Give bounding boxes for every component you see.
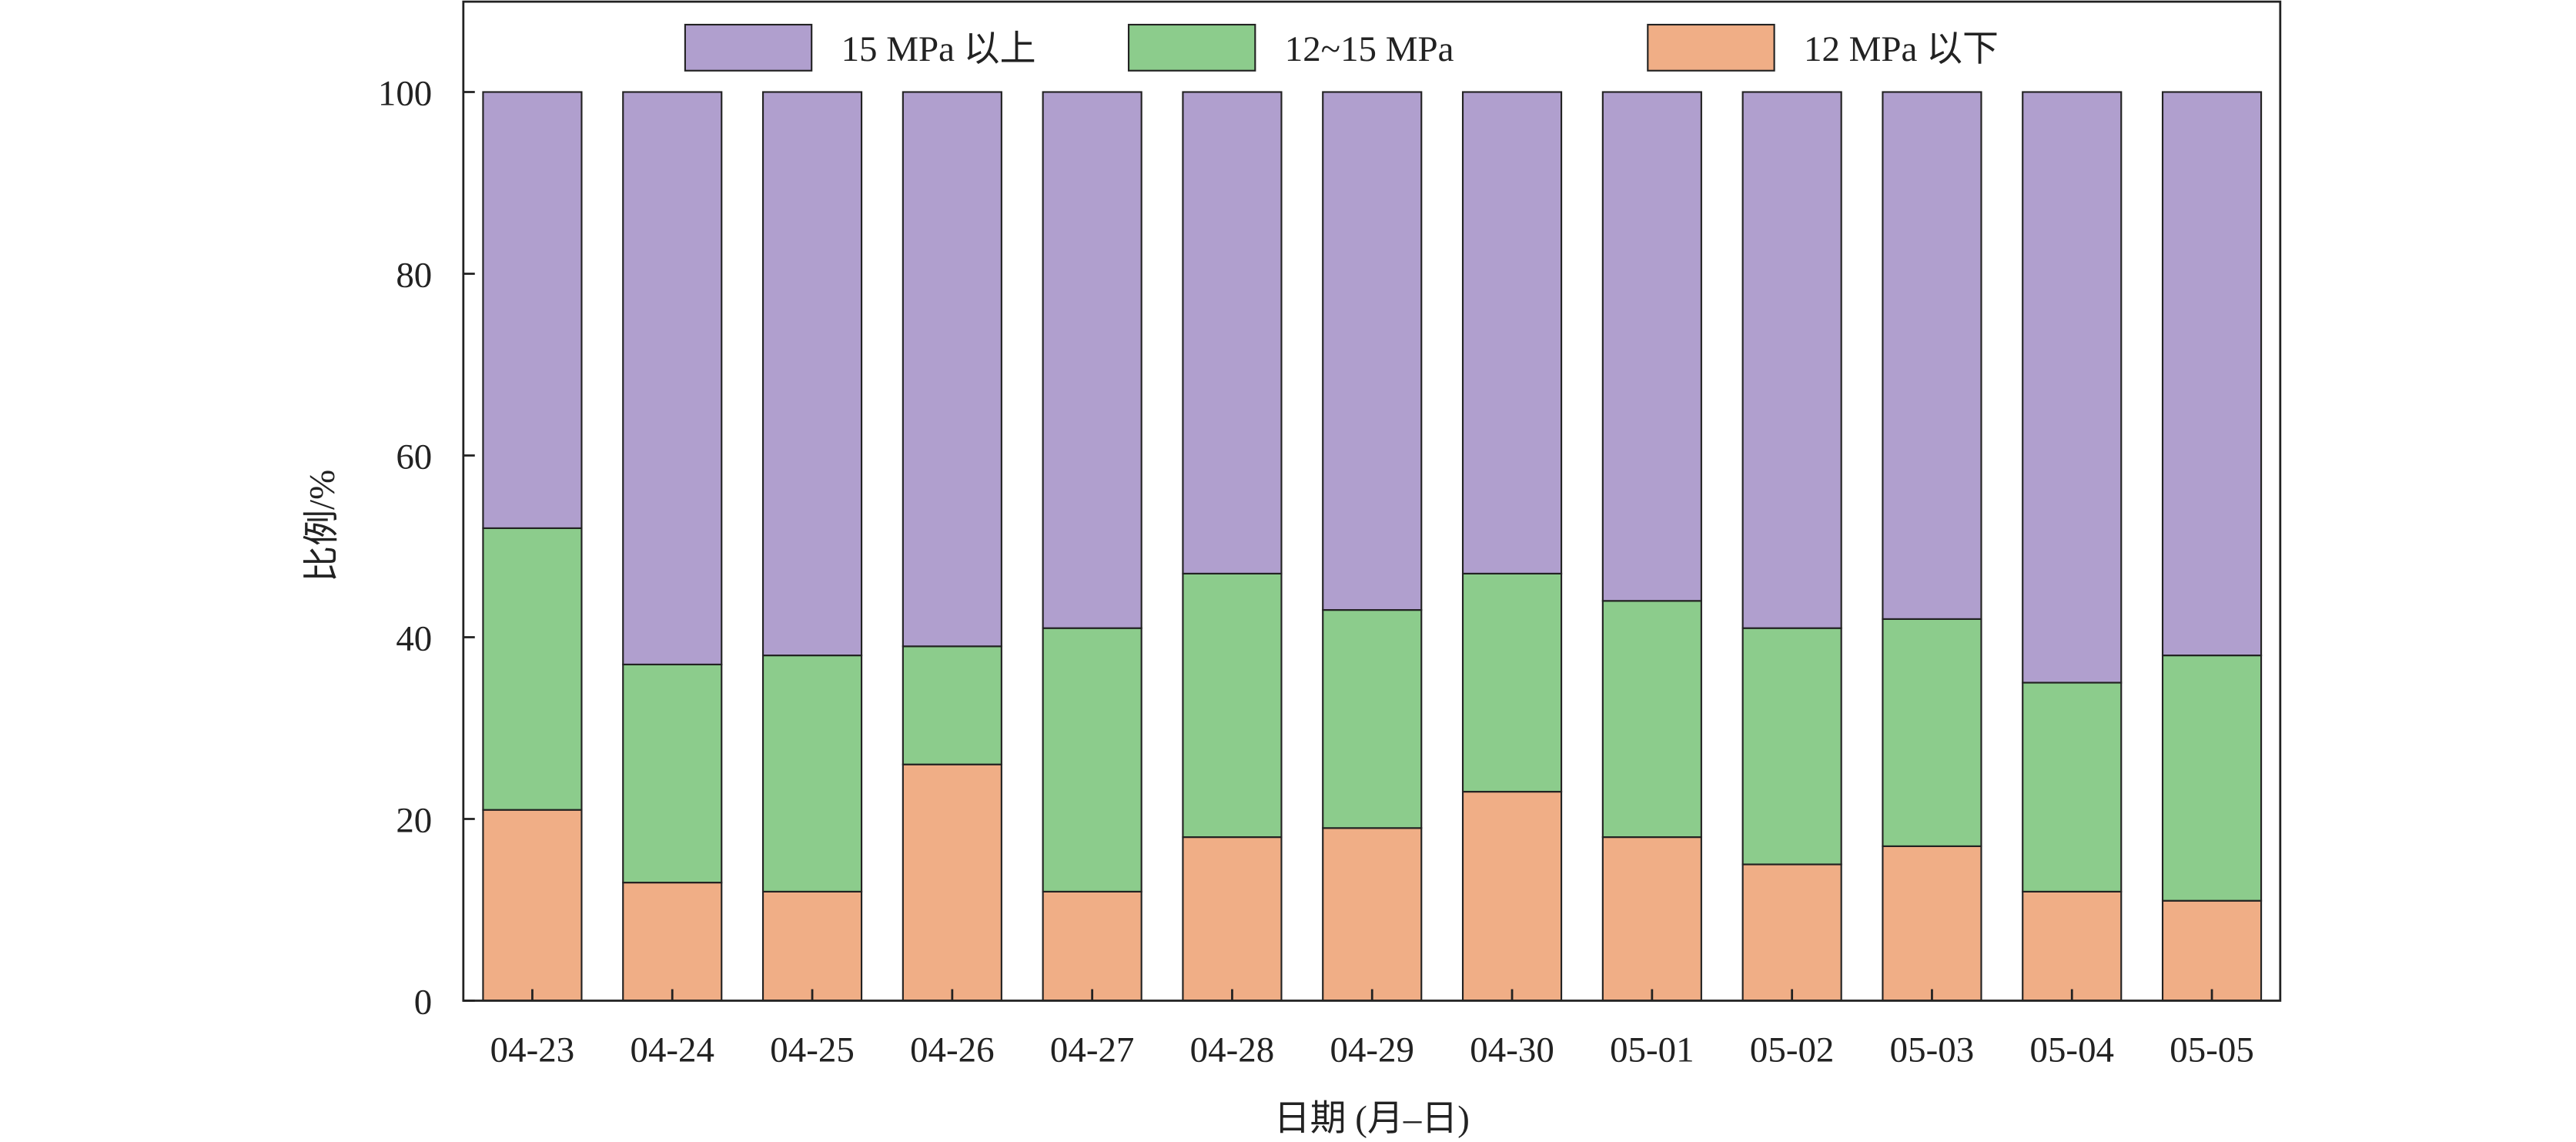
bar-segment	[1741, 91, 1842, 629]
bar-segment	[1322, 827, 1423, 1002]
bar-segment	[1182, 91, 1283, 574]
bar-segment	[1182, 836, 1283, 1002]
x-axis: 04-23 04-24 04-25 04-26 04-27 04-28 04-29 04-30…	[490, 989, 2254, 1070]
legend-swatch	[1647, 23, 1775, 72]
bar-segment	[2022, 91, 2123, 684]
x-tick-label: 05-05	[2170, 1030, 2254, 1070]
bar-segment	[1741, 627, 1842, 866]
bar-segment	[1601, 600, 1702, 839]
legend: 15 MPa 以上 12~15 MPa 12 MPa 以下	[684, 23, 1999, 72]
bar-segment	[1461, 91, 1563, 574]
bar-segment	[1461, 572, 1563, 793]
bar-segment	[622, 91, 723, 665]
y-axis-label: 比例/%	[302, 470, 342, 582]
x-tick-label: 04-27	[1050, 1030, 1135, 1070]
y-axis: 0 20 40 60 80 100	[378, 74, 475, 1023]
bar-segment	[1322, 91, 1423, 611]
bar-segment	[1882, 618, 1982, 847]
legend-swatch	[1127, 23, 1256, 72]
bar-segment	[902, 645, 1002, 765]
bar-segment	[622, 663, 723, 884]
bar-segment	[761, 890, 863, 1002]
x-tick-label: 04-25	[770, 1030, 855, 1070]
bars-group	[482, 91, 2263, 1002]
legend-swatch	[684, 23, 813, 72]
bar-segment	[2161, 655, 2263, 902]
legend-label: 12~15 MPa	[1285, 29, 1454, 69]
bar-segment	[1042, 627, 1142, 893]
bar-segment	[1741, 863, 1842, 1002]
bar-segment	[2161, 91, 2263, 657]
bar-segment	[482, 809, 583, 1002]
bar-segment	[2022, 682, 2123, 893]
x-tick-label: 04-28	[1190, 1030, 1275, 1070]
bar-segment	[902, 763, 1002, 1002]
x-tick-label: 05-04	[2029, 1030, 2114, 1070]
x-tick-label: 05-03	[1890, 1030, 1975, 1070]
x-axis-label: 日期 (月–日)	[1274, 1099, 1470, 1139]
bar-segment	[1882, 845, 1982, 1002]
x-tick-label: 04-30	[1470, 1030, 1554, 1070]
bar-segment	[1601, 91, 1702, 602]
x-tick-label: 05-01	[1610, 1030, 1694, 1070]
x-tick-label: 04-29	[1330, 1030, 1414, 1070]
legend-label: 15 MPa 以上	[841, 29, 1036, 69]
y-tick-label: 20	[396, 801, 432, 841]
x-tick-label: 04-26	[910, 1030, 995, 1070]
bar-segment	[1042, 91, 1142, 629]
bar-segment	[1601, 836, 1702, 1002]
bar-segment	[902, 91, 1002, 648]
bar-segment	[2022, 890, 2123, 1002]
bar-segment	[1882, 91, 1982, 620]
bar-segment	[1322, 609, 1423, 829]
bar-segment	[761, 91, 863, 657]
legend-label: 12 MPa 以下	[1804, 29, 1999, 69]
x-tick-label: 04-24	[630, 1030, 714, 1070]
bar-segment	[2161, 899, 2263, 1002]
bar-segment	[482, 91, 583, 529]
bar-segment	[1461, 791, 1563, 1002]
x-tick-label: 04-23	[490, 1030, 575, 1070]
y-tick-label: 40	[396, 619, 432, 659]
y-tick-label: 60	[396, 437, 432, 477]
y-tick-label: 80	[396, 256, 432, 296]
bar-segment	[1182, 572, 1283, 839]
bar-segment	[1042, 890, 1142, 1002]
bar-segment	[482, 527, 583, 811]
bar-segment	[761, 655, 863, 893]
y-tick-label: 100	[378, 74, 432, 114]
bar-segment	[622, 882, 723, 1002]
y-tick-label: 0	[414, 983, 432, 1023]
x-tick-label: 05-02	[1750, 1030, 1835, 1070]
